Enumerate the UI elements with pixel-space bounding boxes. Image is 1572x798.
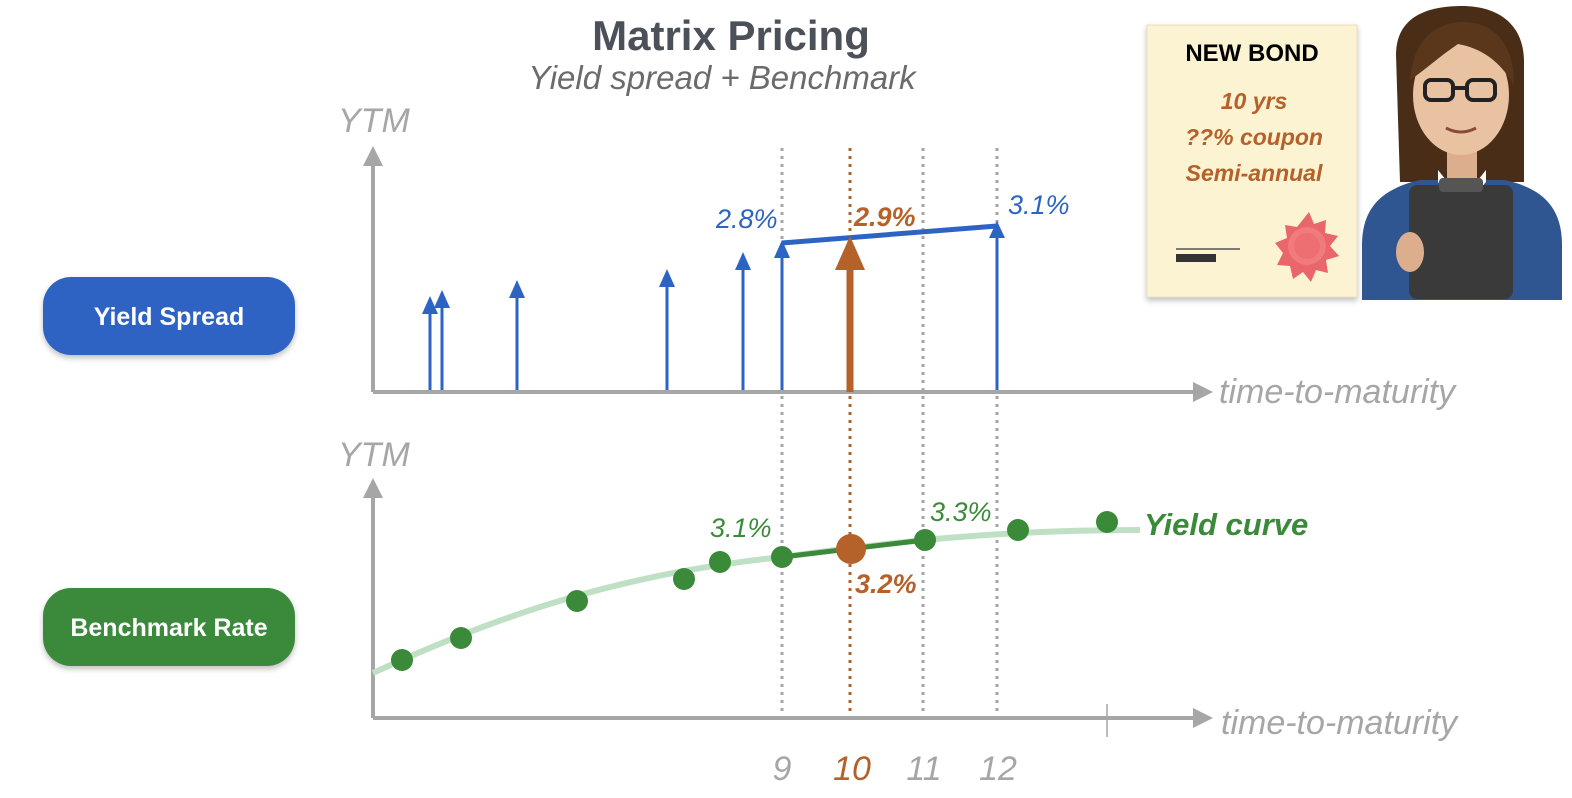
seal-icon (1275, 212, 1339, 282)
bond-card-coupon: ??% coupon (1185, 124, 1323, 150)
yield-spread-pill: Yield Spread (43, 277, 295, 355)
spread-interpolation-line (781, 223, 998, 246)
curve-point-9 (771, 546, 793, 568)
benchmark-label-10: 3.2% (855, 569, 917, 599)
signature-scribble (1176, 254, 1216, 262)
curve-point (1007, 519, 1029, 541)
spread-x-label: time-to-maturity (1219, 373, 1457, 411)
guide-lines (780, 148, 999, 718)
spread-y-axis-arrow (363, 146, 383, 166)
yield-curve (371, 527, 1141, 676)
spread-arrows (422, 221, 1005, 392)
yield-curve-label: Yield curve (1144, 507, 1308, 542)
spread-axes (363, 146, 1213, 402)
spread-arrow-9 (774, 240, 790, 390)
bond-card-heading: NEW BOND (1185, 40, 1318, 67)
curve-point (1096, 511, 1118, 533)
benchmark-y-axis-arrow (363, 478, 383, 498)
spread-arrow (735, 252, 751, 390)
spread-arrow-12 (989, 221, 1005, 390)
curve-point (566, 590, 588, 612)
spread-label-10: 2.9% (853, 202, 916, 232)
bond-card-frequency: Semi-annual (1186, 160, 1323, 186)
curve-point (391, 649, 413, 671)
curve-point (673, 568, 695, 590)
benchmark-rate-pill-label: Benchmark Rate (70, 614, 267, 642)
yield-spread-pill-label: Yield Spread (94, 303, 245, 331)
curve-point (709, 551, 731, 573)
tick-label-12: 12 (979, 750, 1017, 788)
bond-card-maturity: 10 yrs (1221, 88, 1288, 114)
spread-label-9: 2.8% (715, 204, 778, 234)
page-title: Matrix Pricing (592, 12, 870, 59)
spread-arrow (659, 269, 675, 390)
tick-label-11: 11 (906, 750, 941, 788)
benchmark-x-label: time-to-maturity (1221, 704, 1459, 742)
tick-label-10: 10 (833, 750, 871, 788)
new-bond-card: NEW BOND 10 yrs ??% coupon Semi-annual (1146, 24, 1358, 298)
spread-arrow-10-interpolated (835, 236, 865, 392)
curve-point-10-interpolated (836, 534, 866, 564)
page-subtitle: Yield spread + Benchmark (528, 59, 917, 96)
benchmark-x-axis-arrow (1193, 708, 1213, 728)
curve-point (450, 627, 472, 649)
yield-curve-points (391, 511, 1118, 671)
curve-point-11 (914, 529, 936, 551)
benchmark-y-label: YTM (338, 436, 410, 474)
analyst-with-clipboard-icon (1362, 6, 1562, 300)
tick-label-9: 9 (773, 750, 792, 788)
benchmark-label-9: 3.1% (710, 513, 772, 543)
spread-arrow (422, 296, 438, 390)
benchmark-label-11: 3.3% (930, 497, 992, 527)
spread-arrow (509, 280, 525, 390)
spread-y-label: YTM (338, 102, 410, 140)
spread-x-axis-arrow (1193, 382, 1213, 402)
benchmark-rate-pill: Benchmark Rate (43, 588, 295, 666)
spread-label-12: 3.1% (1008, 190, 1070, 220)
spread-arrow (434, 290, 450, 390)
benchmark-axes (363, 478, 1213, 737)
